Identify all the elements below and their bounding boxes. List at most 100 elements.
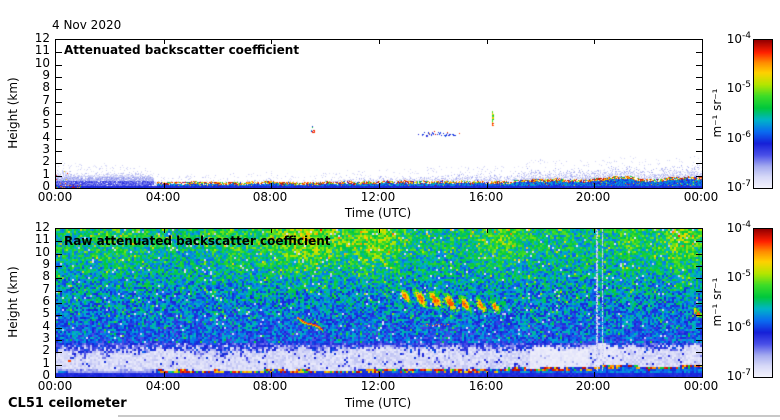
y-tick-label: 1 — [42, 167, 50, 181]
y-tick-mark-right — [696, 176, 702, 177]
x-tick-mark-top — [164, 229, 165, 233]
y-tick-mark — [56, 52, 62, 53]
colorbar-2 — [753, 228, 773, 378]
date-label: 4 Nov 2020 — [52, 18, 122, 32]
y-tick-mark-right — [696, 291, 702, 292]
x-tick-mark — [379, 372, 380, 377]
y-tick-mark — [56, 102, 62, 103]
panel1-x-axis-label: Time (UTC) — [344, 206, 412, 220]
y-tick-label: 0 — [42, 179, 50, 193]
x-tick-label: 12:00 — [360, 379, 396, 393]
raw-backscatter-heatmap — [56, 229, 702, 377]
panel2-title: Raw attenuated backscatter coefficient — [64, 234, 331, 248]
y-tick-label: 11 — [34, 232, 50, 246]
y-tick-mark-right — [696, 254, 702, 255]
attenuated-backscatter-heatmap — [56, 40, 702, 188]
instrument-label: CL51 ceilometer — [8, 396, 127, 411]
y-tick-mark-right — [696, 352, 702, 353]
y-tick-label: 4 — [42, 319, 50, 333]
y-tick-mark — [56, 126, 62, 127]
y-tick-label: 6 — [42, 105, 50, 119]
y-tick-mark-right — [696, 303, 702, 304]
y-tick-mark — [56, 151, 62, 152]
x-tick-mark — [594, 372, 595, 377]
y-tick-mark-right — [696, 102, 702, 103]
y-tick-label: 0 — [42, 368, 50, 382]
x-tick-mark — [271, 372, 272, 377]
x-tick-label: 00:00 — [37, 379, 73, 393]
panel1-title: Attenuated backscatter coefficient — [64, 43, 300, 57]
y-tick-mark-right — [696, 89, 702, 90]
y-tick-mark — [56, 77, 62, 78]
x-tick-mark — [164, 183, 165, 188]
colorbar-tick-label: 10-4 — [726, 220, 751, 235]
y-tick-label: 3 — [42, 331, 50, 345]
colorbar-tick-label: 10-6 — [726, 318, 751, 334]
y-tick-label: 12 — [34, 220, 50, 234]
x-tick-label: 08:00 — [252, 379, 288, 393]
y-tick-label: 2 — [42, 154, 50, 168]
y-tick-mark-right — [696, 65, 702, 66]
colorbar-1-gradient — [754, 40, 772, 188]
y-tick-label: 1 — [42, 356, 50, 370]
panel2-y-axis-label: Height (km) — [6, 266, 20, 338]
y-tick-label: 10 — [34, 56, 50, 70]
bottom-divider — [118, 415, 780, 417]
x-tick-mark-top — [487, 229, 488, 233]
colorbar-tick-label: 10-6 — [726, 129, 751, 145]
y-tick-label: 2 — [42, 343, 50, 357]
y-tick-mark-right — [696, 139, 702, 140]
y-tick-mark — [56, 139, 62, 140]
y-tick-mark-right — [696, 52, 702, 53]
y-tick-label: 12 — [34, 31, 50, 45]
y-tick-label: 5 — [42, 117, 50, 131]
y-tick-mark-right — [696, 126, 702, 127]
y-tick-label: 8 — [42, 269, 50, 283]
y-tick-mark-right — [696, 241, 702, 242]
colorbar-tick-label: 10-4 — [726, 31, 751, 46]
x-tick-label: 04:00 — [145, 379, 181, 393]
y-tick-mark — [56, 340, 62, 341]
y-tick-mark-right — [696, 340, 702, 341]
y-tick-mark — [56, 291, 62, 292]
y-tick-mark — [56, 278, 62, 279]
y-tick-label: 7 — [42, 93, 50, 107]
colorbar-tick-label: 10-7 — [726, 179, 751, 194]
x-tick-mark — [487, 183, 488, 188]
y-tick-mark — [56, 352, 62, 353]
y-tick-label: 6 — [42, 294, 50, 308]
attenuated-backscatter-panel: Attenuated backscatter coefficient — [55, 39, 703, 189]
x-tick-label: 20:00 — [575, 379, 611, 393]
y-tick-mark — [56, 163, 62, 164]
x-tick-mark-top — [379, 40, 380, 44]
y-tick-label: 8 — [42, 80, 50, 94]
y-tick-mark — [56, 365, 62, 366]
y-tick-mark-right — [696, 163, 702, 164]
y-tick-mark — [56, 254, 62, 255]
colorbar-tick-label: 10-5 — [726, 80, 751, 96]
x-tick-mark — [379, 183, 380, 188]
x-tick-mark-top — [271, 229, 272, 233]
y-tick-mark-right — [696, 328, 702, 329]
x-tick-label: 00:00 — [683, 379, 719, 393]
x-tick-label: 00:00 — [683, 190, 719, 204]
x-tick-label: 12:00 — [360, 190, 396, 204]
x-tick-mark-top — [487, 40, 488, 44]
colorbar-tick-label: 10-7 — [726, 368, 751, 383]
y-tick-mark-right — [696, 278, 702, 279]
y-tick-mark — [56, 114, 62, 115]
y-tick-label: 9 — [42, 68, 50, 82]
y-tick-mark — [56, 241, 62, 242]
y-tick-mark — [56, 65, 62, 66]
panel1-y-axis-label: Height (km) — [6, 77, 20, 149]
x-tick-mark — [487, 372, 488, 377]
x-tick-mark — [271, 183, 272, 188]
y-tick-mark-right — [696, 365, 702, 366]
x-tick-mark-top — [594, 40, 595, 44]
y-tick-mark-right — [696, 266, 702, 267]
y-tick-mark-right — [696, 114, 702, 115]
colorbar-1 — [753, 39, 773, 189]
y-tick-mark-right — [696, 77, 702, 78]
colorbar-tick-label: 10-5 — [726, 269, 751, 285]
